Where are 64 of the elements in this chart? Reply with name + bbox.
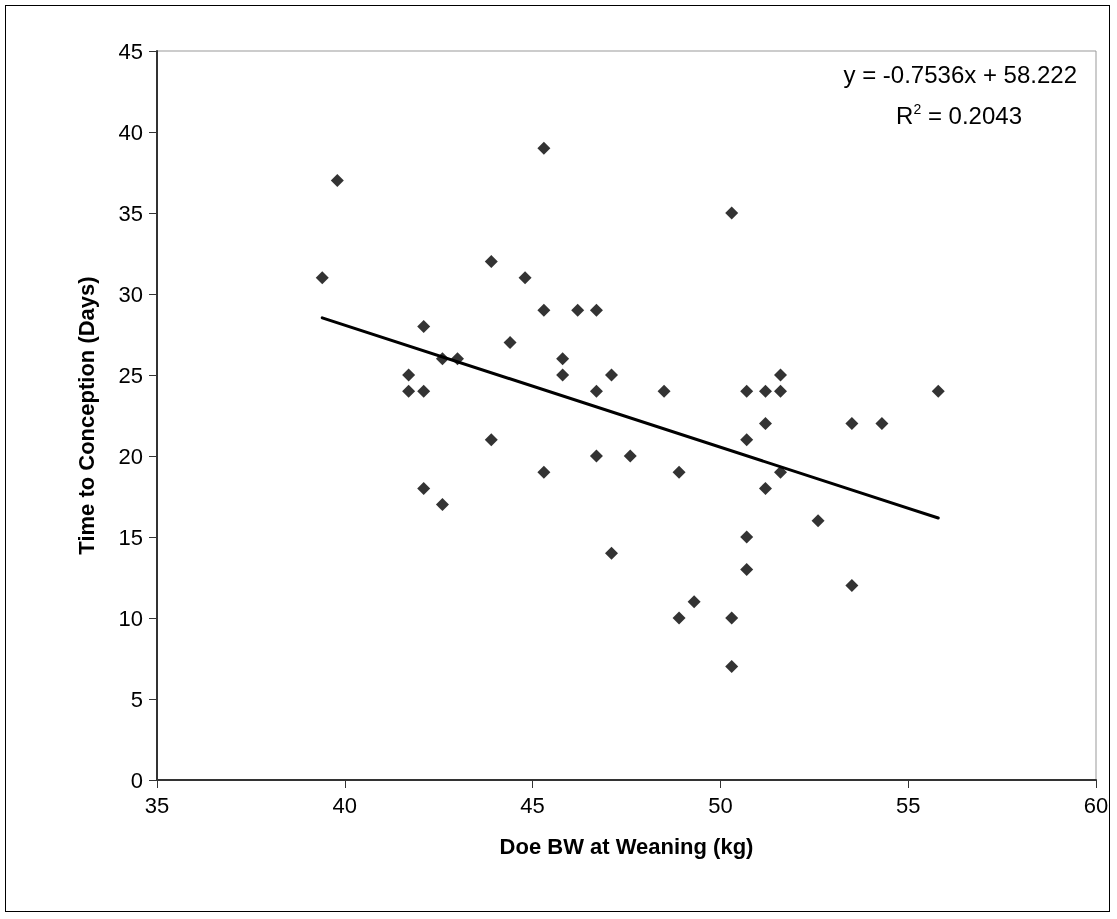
point [845,417,859,431]
point [589,303,603,317]
point [604,546,618,560]
point [518,271,532,285]
point [417,384,431,398]
point [811,514,825,528]
point [657,384,671,398]
point [330,174,344,188]
point [758,417,772,431]
y-tick-label: 15 [118,524,143,550]
y-tick-label: 25 [118,362,143,388]
point [758,384,772,398]
x-axis-title: Doe BW at Weaning (kg) [499,833,754,859]
point [402,368,416,382]
point [672,465,686,479]
point [725,611,739,625]
point [537,303,551,317]
point [315,271,329,285]
point [740,384,754,398]
point [758,481,772,495]
point [931,384,945,398]
point [845,579,859,593]
x-tick-label: 50 [708,792,733,818]
point [556,352,570,366]
point [417,481,431,495]
point [556,368,570,382]
point [725,660,739,674]
point [740,530,754,544]
point [589,384,603,398]
y-tick-label: 45 [118,38,143,64]
y-tick-label: 20 [118,443,143,469]
y-tick-label: 0 [130,767,143,793]
point [589,449,603,463]
point [537,465,551,479]
point [402,384,416,398]
point [725,206,739,220]
y-tick-label: 5 [130,686,143,712]
y-axis-title: Time to Conception (Days) [73,276,99,555]
point [484,255,498,269]
point [417,319,431,333]
y-tick-label: 30 [118,281,143,307]
x-tick-label: 40 [332,792,358,818]
x-tick-label: 45 [520,792,545,818]
annotation: y = -0.7536x + 58.222 [843,60,1078,88]
point [604,368,618,382]
point [537,141,551,155]
point [774,368,787,382]
x-tick-label: 55 [895,792,921,818]
point [435,498,449,512]
point [687,595,701,609]
x-tick-label: 60 [1083,792,1109,818]
point [774,465,787,479]
point [740,433,754,447]
y-tick-label: 35 [118,200,143,226]
point [740,562,754,576]
point [571,303,585,317]
point [774,384,787,398]
point [484,433,498,447]
point [503,336,517,350]
point [875,417,889,431]
y-tick-label: 40 [118,119,143,145]
point [672,611,686,625]
point [623,449,637,463]
y-tick-label: 10 [118,605,143,631]
